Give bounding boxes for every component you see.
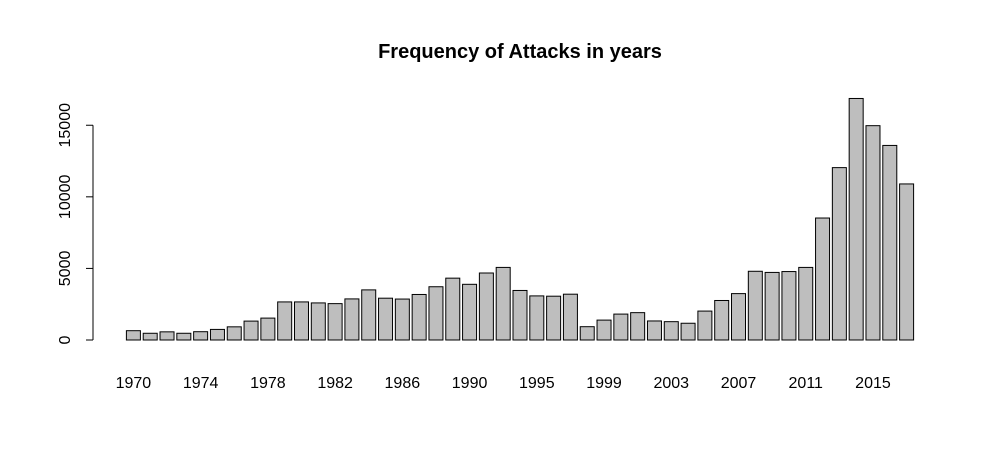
bar-2015	[865, 125, 881, 341]
x-tick-label-1970: 1970	[116, 375, 152, 392]
bar-2014	[848, 97, 864, 341]
bar-1983	[344, 298, 360, 341]
bar-1981	[310, 302, 326, 341]
bar-1991	[478, 272, 494, 341]
bar-1988	[428, 286, 444, 341]
x-axis-labels: 1970 1974 1978 1982 1986 1990 1995 1999 2003 2007…	[116, 375, 891, 392]
bar-2005	[697, 310, 713, 341]
bar-1982	[327, 303, 343, 341]
x-tick-label-1986: 1986	[385, 375, 421, 392]
bar-1999	[596, 319, 612, 341]
bar-1994	[512, 289, 528, 341]
bar-1989	[445, 277, 461, 341]
x-tick-label-1982: 1982	[317, 375, 353, 392]
bar-2016	[882, 144, 898, 341]
bar-1973	[176, 332, 192, 341]
bar-1996	[546, 295, 562, 341]
y-tick-label-5000: 5000	[57, 251, 74, 287]
bar-1998	[579, 326, 595, 341]
x-tick-label-1995: 1995	[519, 375, 555, 392]
bar-1985	[378, 297, 394, 341]
bar-2004	[680, 322, 696, 341]
x-tick-label-1990: 1990	[452, 375, 488, 392]
bar-2006	[714, 299, 730, 341]
y-tick-label-0: 0	[57, 335, 74, 344]
bar-1977	[243, 320, 259, 341]
bar-2017	[899, 183, 915, 341]
bar-1974	[193, 331, 209, 341]
bar-1992	[495, 266, 511, 341]
bar-2003	[663, 321, 679, 341]
bar-1995	[529, 295, 545, 341]
bar-2009	[764, 271, 780, 341]
x-tick-label-2007: 2007	[721, 375, 757, 392]
bar-2010	[781, 271, 797, 341]
bar-1984	[361, 289, 377, 341]
bar-2012	[815, 217, 831, 341]
bars	[125, 97, 915, 341]
bar-2001	[630, 312, 646, 341]
bar-1997	[562, 293, 578, 341]
x-tick-label-2003: 2003	[653, 375, 689, 392]
bar-1990	[462, 283, 478, 341]
x-tick-label-2011: 2011	[789, 375, 824, 392]
bar-1972	[159, 331, 175, 341]
y-tick-label-10000: 10000	[57, 174, 74, 219]
bar-2011	[798, 266, 814, 341]
x-tick-label-1978: 1978	[250, 375, 286, 392]
bar-1979	[277, 301, 293, 341]
bar-1986	[394, 298, 410, 341]
bar-1975	[209, 328, 225, 341]
bar-1978	[260, 317, 276, 341]
bar-1971	[142, 332, 158, 341]
bar-2007	[731, 293, 747, 341]
bar-2013	[831, 167, 847, 341]
y-tick-label-15000: 15000	[57, 103, 74, 148]
bar-2000	[613, 313, 629, 341]
y-axis: 0 5000 10000 15000	[57, 103, 94, 344]
x-tick-label-1974: 1974	[183, 375, 219, 392]
chart-title: Frequency of Attacks in years	[378, 41, 662, 63]
bar-1970	[125, 330, 141, 341]
bar-1987	[411, 293, 427, 341]
x-tick-label-2015: 2015	[855, 375, 891, 392]
bar-1976	[226, 326, 242, 341]
bar-1980	[293, 301, 309, 341]
x-tick-label-1999: 1999	[586, 375, 622, 392]
bar-2008	[747, 270, 763, 341]
bar-2002	[646, 320, 662, 341]
